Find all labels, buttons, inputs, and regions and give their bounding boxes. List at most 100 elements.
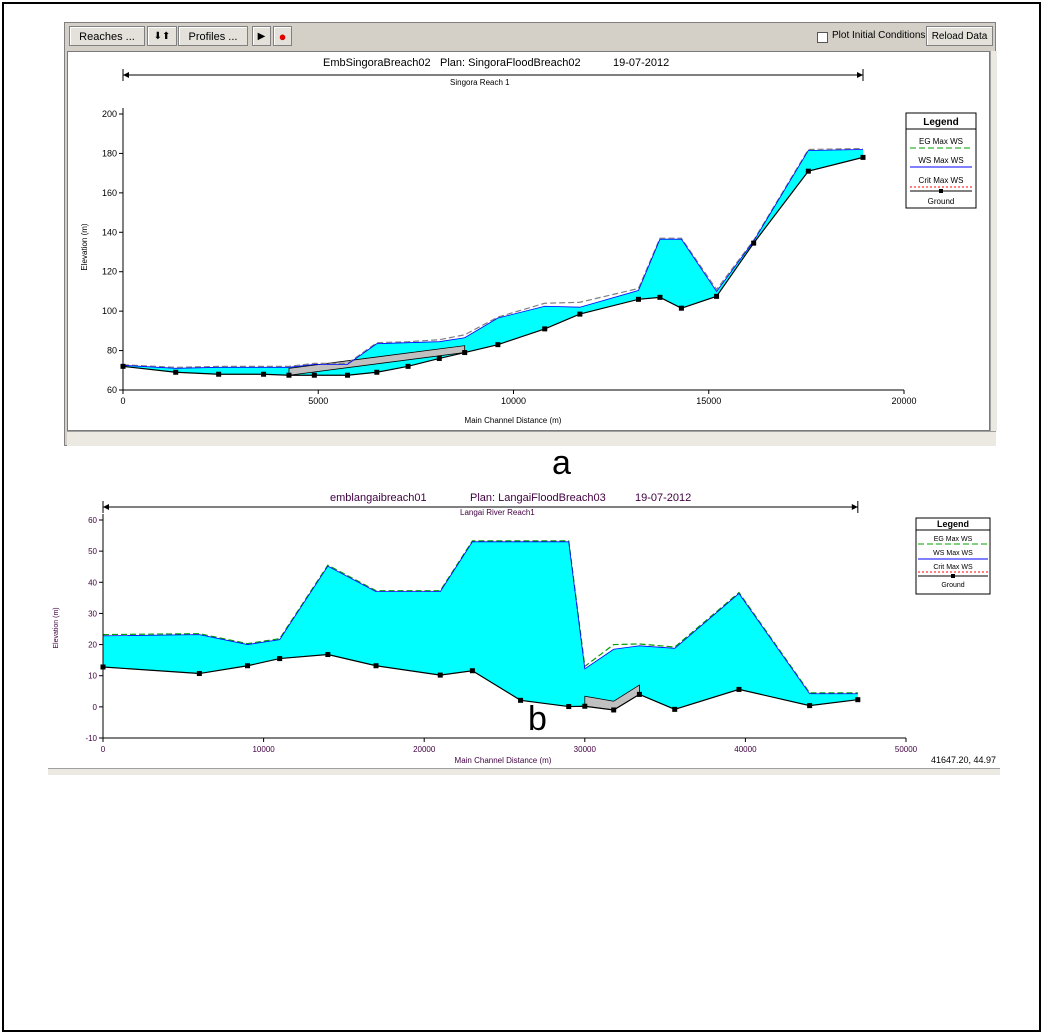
chart-a-y-tick-label: 80: [107, 346, 117, 356]
chart-b-reach-label: Langai River Reach1: [460, 508, 535, 517]
chart-b-legend-title: Legend: [937, 519, 969, 529]
chart-b-ground-point: [196, 671, 202, 677]
chart-a-y-tick-label: 140: [102, 227, 117, 237]
chart-a-ground-point: [436, 355, 442, 361]
reaches-button[interactable]: Reaches ...: [69, 26, 145, 46]
profile-chart-a: EmbSingoraBreach02 Plan: SingoraFloodBre…: [80, 57, 977, 425]
horizontal-scrollbar-b[interactable]: [48, 768, 1000, 775]
chart-b-ground-point: [855, 697, 861, 703]
chart-b-y-tick-label: 50: [88, 547, 97, 556]
chart-b-legend-crit: Crit Max WS: [933, 564, 973, 571]
chart-a-y-tick-label: 180: [102, 148, 117, 158]
chart-b-ground-point: [807, 703, 813, 709]
vertical-scrollbar[interactable]: [990, 51, 997, 431]
chart-a-ground-point: [405, 363, 411, 369]
profile-plot-window-b: emblangaibreach01 Plan: LangaiFloodBreac…: [48, 488, 1000, 775]
chart-b-ground-point: [325, 652, 331, 658]
play-animation-button[interactable]: ▶: [252, 26, 271, 46]
chart-b-ground-point: [566, 704, 572, 710]
chart-b-plan-title: Plan: LangaiFloodBreach03: [470, 492, 606, 504]
chart-a-reach-label: Singora Reach 1: [450, 78, 510, 87]
chart-b-ws-line: [102, 541, 858, 695]
chart-b-x-tick-label: 40000: [734, 745, 757, 754]
chart-a-y-tick-label: 160: [102, 188, 117, 198]
chart-b-ground-point: [582, 703, 588, 709]
profile-plot-window-a: Reaches ... ⬇⬆ Profiles ... ▶ ● Plot Ini…: [64, 22, 997, 446]
chart-a-ground-point: [860, 154, 866, 160]
record-animation-button[interactable]: ●: [273, 26, 292, 46]
coord-readout: 41647.20, 44.97: [931, 755, 996, 765]
chart-a-ground-point: [542, 326, 548, 332]
chart-a-ground-point: [311, 372, 317, 378]
chart-b-y-tick-label: 10: [88, 672, 97, 681]
chart-b-ground-point: [672, 706, 678, 712]
chart-a-ground-point: [462, 350, 468, 356]
chart-a-ground-point: [374, 369, 380, 375]
chart-b-y-tick-label: 20: [88, 641, 97, 650]
chart-b-water-area: [103, 541, 858, 710]
profiles-button[interactable]: Profiles ...: [178, 26, 248, 46]
chart-b-ground-point: [277, 656, 283, 662]
caption-b: b: [528, 700, 547, 738]
chart-a-ground-point: [635, 296, 641, 302]
chart-b-legend-ws: WS Max WS: [933, 550, 973, 557]
horizontal-scrollbar[interactable]: [67, 431, 996, 446]
chart-b-ground-point: [611, 707, 617, 713]
chart-a-eg-line: [122, 147, 864, 368]
chart-a-ylabel: Elevation (m): [80, 223, 89, 270]
chart-a-ground-point: [657, 294, 663, 300]
chart-a-legend-crit: Crit Max WS: [919, 176, 964, 185]
chart-a-legend-title: Legend: [923, 117, 959, 128]
plot-area-a: EmbSingoraBreach02 Plan: SingoraFloodBre…: [67, 51, 990, 431]
chart-a-ground-point: [345, 372, 351, 378]
chart-b-reach-arrow-left: [103, 504, 109, 510]
reload-data-button[interactable]: Reload Data: [926, 26, 993, 46]
caption-a: a: [552, 444, 571, 482]
chart-b-ground-point: [437, 672, 443, 678]
chart-a-legend-eg: EG Max WS: [919, 137, 963, 146]
chart-b-legend: Legend EG Max WS WS Max WS Crit Max WS G…: [915, 517, 991, 595]
chart-a-ground-point: [286, 372, 292, 378]
chart-a-y-tick-label: 60: [107, 385, 117, 395]
reverse-order-button[interactable]: ⬇⬆: [147, 26, 177, 46]
chart-b-y-tick-label: 40: [88, 578, 97, 587]
chart-b-ylabel: Elevation (m): [53, 607, 60, 648]
plot-initial-conditions-label: Plot Initial Conditions: [832, 30, 926, 41]
chart-a-x-tick-label: 15000: [696, 396, 721, 406]
chart-b-y-tick-label: 0: [93, 703, 98, 712]
chart-b-geometry-title: emblangaibreach01: [330, 492, 427, 504]
chart-a-ground-point: [751, 240, 757, 246]
chart-b-ground-point: [373, 663, 379, 669]
chart-b-ground-point: [736, 686, 742, 692]
chart-a-legend: Legend EG Max WS WS Max WS Crit Max WS G…: [905, 112, 977, 209]
chart-b-reach-arrow-right: [851, 504, 858, 510]
chart-a-legend-ground: Ground: [928, 197, 955, 206]
chart-b-ground-point: [518, 697, 524, 703]
chart-a-y-tick-label: 120: [102, 267, 117, 277]
chart-b-y-tick-label: -10: [85, 734, 97, 743]
chart-b-legend-ground: Ground: [941, 582, 964, 589]
chart-a-x-tick-label: 5000: [308, 396, 328, 406]
chart-b-y-tick-label: 60: [88, 516, 97, 525]
chart-b-x-tick-label: 10000: [252, 745, 275, 754]
chart-a-ground-point: [805, 168, 811, 174]
chart-b-legend-eg: EG Max WS: [934, 536, 973, 543]
chart-b-eg-line: [102, 540, 858, 694]
toolbar: Reaches ... ⬇⬆ Profiles ... ▶ ● Plot Ini…: [65, 23, 995, 51]
chart-a-ground-point: [714, 293, 720, 299]
chart-b-x-tick-label: 20000: [413, 745, 436, 754]
chart-a-ground-point: [173, 369, 179, 375]
chart-a-x-tick-label: 0: [120, 396, 125, 406]
chart-a-geometry-title: EmbSingoraBreach02: [323, 57, 431, 69]
chart-a-ground-point: [678, 305, 684, 311]
chart-b-x-tick-label: 0: [101, 745, 106, 754]
chart-a-water-area: [123, 149, 863, 376]
chart-a-breach-polygon: [288, 345, 466, 376]
chart-b-ground-point: [636, 691, 642, 697]
chart-a-ws-line: [122, 149, 864, 369]
chart-a-ground-point: [577, 311, 583, 317]
chart-a-reach-arrow-right: [856, 72, 863, 78]
plot-initial-conditions-checkbox[interactable]: [817, 32, 828, 43]
chart-b-xlabel: Main Channel Distance (m): [455, 756, 552, 765]
chart-a-date: 19-07-2012: [613, 57, 669, 69]
